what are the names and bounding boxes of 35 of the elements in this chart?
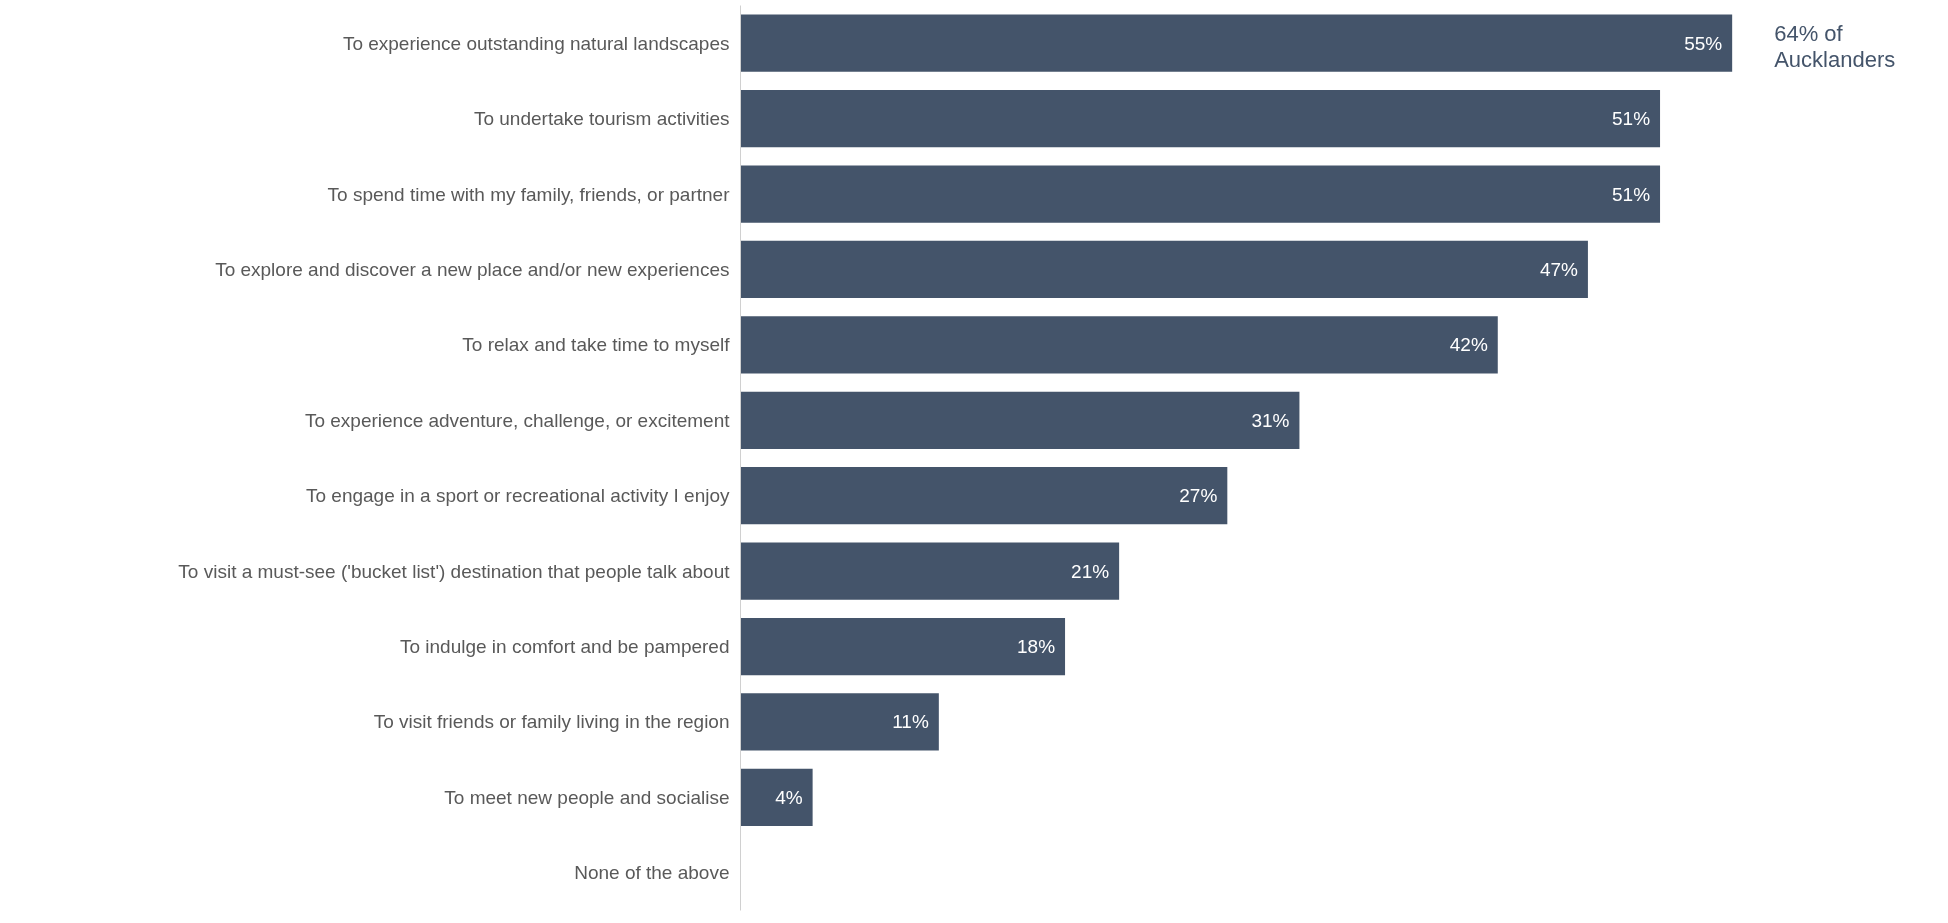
y-tick-label: To indulge in comfort and be pampered [399, 636, 730, 658]
y-tick-label: To explore and discover a new place and/or new experiences [215, 258, 730, 280]
bar [740, 89, 1661, 148]
bar [740, 542, 1120, 600]
y-tick-label: To experience adventure, challenge, or excitement [304, 409, 731, 431]
bar [740, 768, 813, 827]
bar [740, 391, 1300, 449]
annotation: 64% of Aucklanders [1774, 20, 1896, 72]
data-label: 4% [775, 786, 803, 808]
bar [740, 14, 1733, 72]
y-tick-label: None of the above [574, 862, 730, 884]
data-label: 51% [1612, 108, 1651, 130]
y-tick-label: To meet new people and socialise [444, 786, 730, 808]
data-label: 11% [892, 711, 929, 733]
data-label: 18% [1017, 636, 1056, 658]
data-label: 47% [1539, 258, 1579, 280]
y-tick-label: To experience outstanding natural landscapes [342, 32, 730, 54]
data-label: 51% [1612, 183, 1651, 205]
y-tick-label: To engage in a sport or recreational activity I enjoy [305, 485, 730, 507]
y-tick-label: To undertake tourism activities [473, 108, 730, 130]
data-label: 31% [1251, 409, 1290, 431]
y-tick-label: To relax and take time to myself [462, 334, 731, 356]
data-label: 27% [1179, 485, 1218, 507]
bar [740, 617, 1066, 676]
data-label: 42% [1449, 334, 1488, 356]
y-tick-label: To spend time with my family, friends, or partner [327, 183, 731, 205]
bar [740, 467, 1228, 525]
y-tick-label: To visit a must-see ('bucket list') destination that people talk about [178, 560, 731, 582]
bar [740, 240, 1588, 299]
bar [740, 316, 1498, 374]
bar [740, 165, 1661, 223]
bar [740, 693, 939, 751]
data-label: 55% [1684, 32, 1723, 54]
data-label: 21% [1071, 560, 1110, 582]
y-tick-label: To visit friends or family living in the region [373, 711, 730, 733]
